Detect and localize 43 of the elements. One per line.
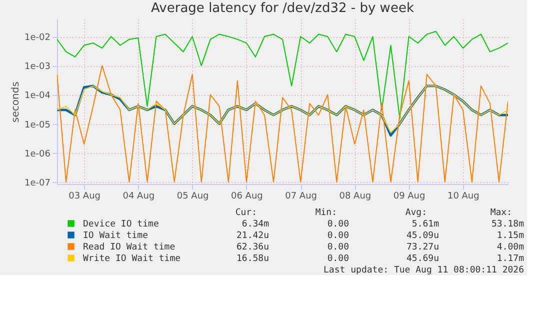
x-tick-label: 10 Aug (447, 192, 480, 202)
text: 6.34m (242, 220, 269, 230)
text: 4.00m (496, 242, 524, 252)
legend-label: Device IO time (83, 220, 159, 230)
chart-title: Average latency for /dev/zd32 - by week (151, 1, 414, 16)
text: 45.09u (406, 231, 439, 241)
text: 62.36u (236, 242, 269, 252)
legend-label: IO Wait time (83, 231, 148, 241)
legend-label: Read IO Wait time (83, 242, 176, 252)
text: Avg: (405, 208, 427, 218)
y-tick-label: 1e-04 (24, 91, 51, 102)
text: 0.00 (327, 254, 349, 264)
text: 1.15m (496, 231, 524, 241)
y-tick-label: 1e-05 (24, 120, 50, 130)
y-tick-label: 1e-02 (24, 33, 50, 44)
text: 53.18m (491, 220, 524, 230)
text: 0.00 (327, 231, 349, 241)
text: 21.42u (236, 231, 269, 241)
x-tick-label: 03 Aug (68, 192, 101, 202)
y-tick-label: 1e-03 (24, 62, 50, 72)
text: Max: (490, 208, 512, 218)
y-tick-label: 1e-07 (24, 178, 50, 188)
x-tick-label: 04 Aug (122, 192, 155, 202)
x-tick-label: 05 Aug (176, 192, 209, 202)
text: Last update: Tue Aug 11 08:00:11 2026 (324, 266, 524, 276)
x-tick-label: 09 Aug (393, 192, 426, 202)
text: 0.00 (327, 242, 349, 252)
text: 1.17m (496, 254, 524, 264)
line-series (57, 65, 508, 182)
line-series (57, 30, 508, 120)
text: Min: (315, 208, 337, 218)
y-axis-title: seconds (10, 82, 22, 122)
text: 0.00 (327, 220, 349, 230)
text: 45.69u (406, 254, 439, 264)
text: Cur: (235, 208, 257, 218)
x-tick-label: 07 Aug (285, 192, 317, 202)
text: 5.61m (412, 220, 439, 230)
text: 16.58u (236, 254, 269, 264)
x-tick-label: 06 Aug (230, 192, 263, 202)
x-tick-label: 08 Aug (339, 192, 372, 202)
text: 73.27u (406, 242, 439, 252)
legend-label: Write IO Wait time (83, 254, 181, 264)
y-tick-label: 1e-06 (24, 149, 51, 160)
